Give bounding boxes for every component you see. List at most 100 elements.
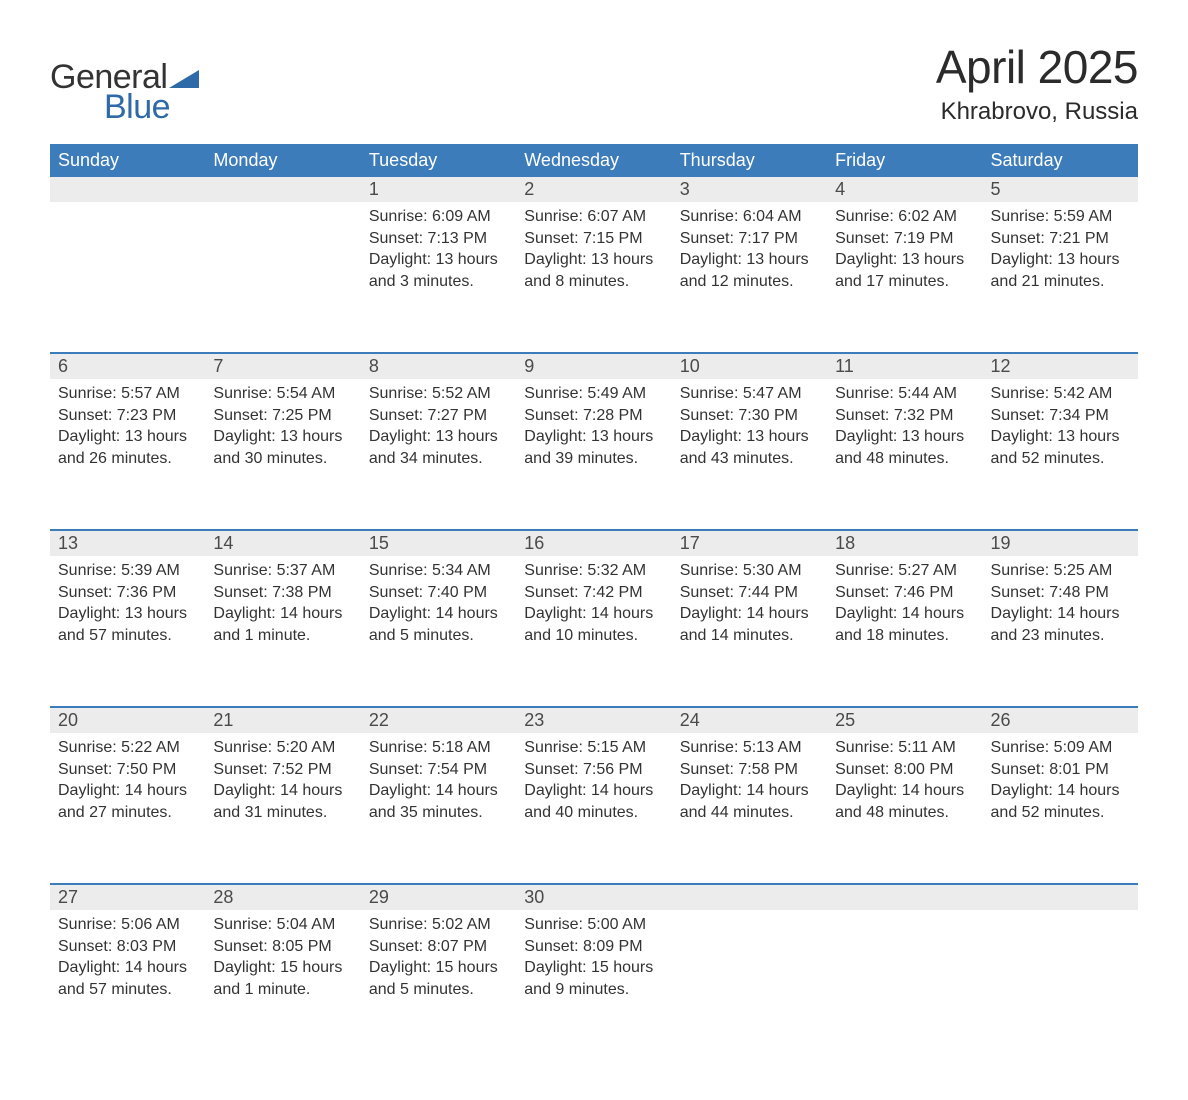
day-number-cell: 15 <box>361 530 516 556</box>
day-data-cell <box>983 910 1138 1060</box>
day-data-row: Sunrise: 5:22 AMSunset: 7:50 PMDaylight:… <box>50 733 1138 884</box>
day-number-cell: 5 <box>983 177 1138 202</box>
daylight-line-1: Daylight: 13 hours <box>58 426 197 448</box>
sunset-line: Sunset: 7:19 PM <box>835 228 974 250</box>
sunrise-line: Sunrise: 5:00 AM <box>524 914 663 936</box>
sunrise-line: Sunrise: 5:02 AM <box>369 914 508 936</box>
day-data-cell: Sunrise: 5:49 AMSunset: 7:28 PMDaylight:… <box>516 379 671 530</box>
sunset-line: Sunset: 7:32 PM <box>835 405 974 427</box>
day-data-cell: Sunrise: 5:39 AMSunset: 7:36 PMDaylight:… <box>50 556 205 707</box>
daylight-line-1: Daylight: 14 hours <box>680 603 819 625</box>
day-data-cell: Sunrise: 5:15 AMSunset: 7:56 PMDaylight:… <box>516 733 671 884</box>
sunset-line: Sunset: 7:17 PM <box>680 228 819 250</box>
daylight-line-2: and 17 minutes. <box>835 271 974 293</box>
daylight-line-1: Daylight: 13 hours <box>369 426 508 448</box>
day-data-cell: Sunrise: 5:34 AMSunset: 7:40 PMDaylight:… <box>361 556 516 707</box>
sunrise-line: Sunrise: 5:20 AM <box>213 737 352 759</box>
location-label: Khrabrovo, Russia <box>936 98 1138 126</box>
daylight-line-1: Daylight: 14 hours <box>680 780 819 802</box>
day-data-cell: Sunrise: 5:37 AMSunset: 7:38 PMDaylight:… <box>205 556 360 707</box>
day-data-cell: Sunrise: 5:06 AMSunset: 8:03 PMDaylight:… <box>50 910 205 1060</box>
daylight-line-2: and 48 minutes. <box>835 448 974 470</box>
day-number-cell: 25 <box>827 707 982 733</box>
day-number-cell <box>50 177 205 202</box>
daylight-line-1: Daylight: 14 hours <box>58 780 197 802</box>
weekday-header: Thursday <box>672 144 827 177</box>
day-number-cell: 26 <box>983 707 1138 733</box>
daylight-line-1: Daylight: 13 hours <box>835 426 974 448</box>
daylight-line-1: Daylight: 15 hours <box>213 957 352 979</box>
weekday-header: Saturday <box>983 144 1138 177</box>
day-number-row: 13141516171819 <box>50 530 1138 556</box>
sunset-line: Sunset: 8:05 PM <box>213 936 352 958</box>
day-data-cell: Sunrise: 5:27 AMSunset: 7:46 PMDaylight:… <box>827 556 982 707</box>
day-data-cell: Sunrise: 5:11 AMSunset: 8:00 PMDaylight:… <box>827 733 982 884</box>
brand-word-blue: Blue <box>104 90 199 124</box>
day-number-cell <box>827 884 982 910</box>
day-data-cell: Sunrise: 5:02 AMSunset: 8:07 PMDaylight:… <box>361 910 516 1060</box>
sunset-line: Sunset: 8:03 PM <box>58 936 197 958</box>
sunrise-line: Sunrise: 5:15 AM <box>524 737 663 759</box>
day-data-row: Sunrise: 5:39 AMSunset: 7:36 PMDaylight:… <box>50 556 1138 707</box>
sunrise-line: Sunrise: 6:07 AM <box>524 206 663 228</box>
sunrise-line: Sunrise: 6:09 AM <box>369 206 508 228</box>
day-number-cell: 1 <box>361 177 516 202</box>
sunrise-line: Sunrise: 5:06 AM <box>58 914 197 936</box>
daylight-line-1: Daylight: 13 hours <box>524 426 663 448</box>
day-data-cell <box>672 910 827 1060</box>
daylight-line-2: and 21 minutes. <box>991 271 1130 293</box>
day-number-cell: 17 <box>672 530 827 556</box>
sunrise-line: Sunrise: 5:13 AM <box>680 737 819 759</box>
sunrise-line: Sunrise: 5:39 AM <box>58 560 197 582</box>
sunset-line: Sunset: 7:15 PM <box>524 228 663 250</box>
day-data-cell: Sunrise: 5:20 AMSunset: 7:52 PMDaylight:… <box>205 733 360 884</box>
daylight-line-2: and 34 minutes. <box>369 448 508 470</box>
daylight-line-1: Daylight: 14 hours <box>369 603 508 625</box>
day-data-cell <box>50 202 205 353</box>
daylight-line-2: and 48 minutes. <box>835 802 974 824</box>
sunrise-line: Sunrise: 5:52 AM <box>369 383 508 405</box>
day-number-cell: 10 <box>672 353 827 379</box>
month-title: April 2025 <box>936 40 1138 94</box>
weekday-header: Wednesday <box>516 144 671 177</box>
sunset-line: Sunset: 7:48 PM <box>991 582 1130 604</box>
sunrise-line: Sunrise: 5:34 AM <box>369 560 508 582</box>
daylight-line-2: and 43 minutes. <box>680 448 819 470</box>
daylight-line-2: and 30 minutes. <box>213 448 352 470</box>
day-data-cell: Sunrise: 5:52 AMSunset: 7:27 PMDaylight:… <box>361 379 516 530</box>
day-data-cell: Sunrise: 5:59 AMSunset: 7:21 PMDaylight:… <box>983 202 1138 353</box>
daylight-line-2: and 27 minutes. <box>58 802 197 824</box>
day-data-cell: Sunrise: 5:54 AMSunset: 7:25 PMDaylight:… <box>205 379 360 530</box>
day-data-cell: Sunrise: 6:07 AMSunset: 7:15 PMDaylight:… <box>516 202 671 353</box>
sunset-line: Sunset: 7:28 PM <box>524 405 663 427</box>
daylight-line-1: Daylight: 15 hours <box>524 957 663 979</box>
sunrise-line: Sunrise: 6:02 AM <box>835 206 974 228</box>
daylight-line-1: Daylight: 14 hours <box>991 603 1130 625</box>
weekday-header: Monday <box>205 144 360 177</box>
daylight-line-1: Daylight: 13 hours <box>680 426 819 448</box>
daylight-line-2: and 52 minutes. <box>991 802 1130 824</box>
daylight-line-2: and 3 minutes. <box>369 271 508 293</box>
sunset-line: Sunset: 7:25 PM <box>213 405 352 427</box>
sunset-line: Sunset: 8:00 PM <box>835 759 974 781</box>
daylight-line-1: Daylight: 13 hours <box>524 249 663 271</box>
day-data-cell: Sunrise: 5:13 AMSunset: 7:58 PMDaylight:… <box>672 733 827 884</box>
day-number-cell: 16 <box>516 530 671 556</box>
day-data-cell: Sunrise: 5:47 AMSunset: 7:30 PMDaylight:… <box>672 379 827 530</box>
daylight-line-1: Daylight: 14 hours <box>524 603 663 625</box>
sunset-line: Sunset: 7:58 PM <box>680 759 819 781</box>
day-number-row: 12345 <box>50 177 1138 202</box>
daylight-line-1: Daylight: 14 hours <box>369 780 508 802</box>
page-header: General Blue April 2025 Khrabrovo, Russi… <box>50 40 1138 126</box>
day-data-cell: Sunrise: 5:44 AMSunset: 7:32 PMDaylight:… <box>827 379 982 530</box>
sunrise-line: Sunrise: 5:59 AM <box>991 206 1130 228</box>
sunset-line: Sunset: 7:50 PM <box>58 759 197 781</box>
daylight-line-2: and 14 minutes. <box>680 625 819 647</box>
daylight-line-2: and 57 minutes. <box>58 979 197 1001</box>
day-number-cell: 19 <box>983 530 1138 556</box>
day-number-cell: 29 <box>361 884 516 910</box>
sunset-line: Sunset: 7:27 PM <box>369 405 508 427</box>
day-data-cell: Sunrise: 5:42 AMSunset: 7:34 PMDaylight:… <box>983 379 1138 530</box>
calendar-table: Sunday Monday Tuesday Wednesday Thursday… <box>50 144 1138 1060</box>
day-data-cell <box>827 910 982 1060</box>
